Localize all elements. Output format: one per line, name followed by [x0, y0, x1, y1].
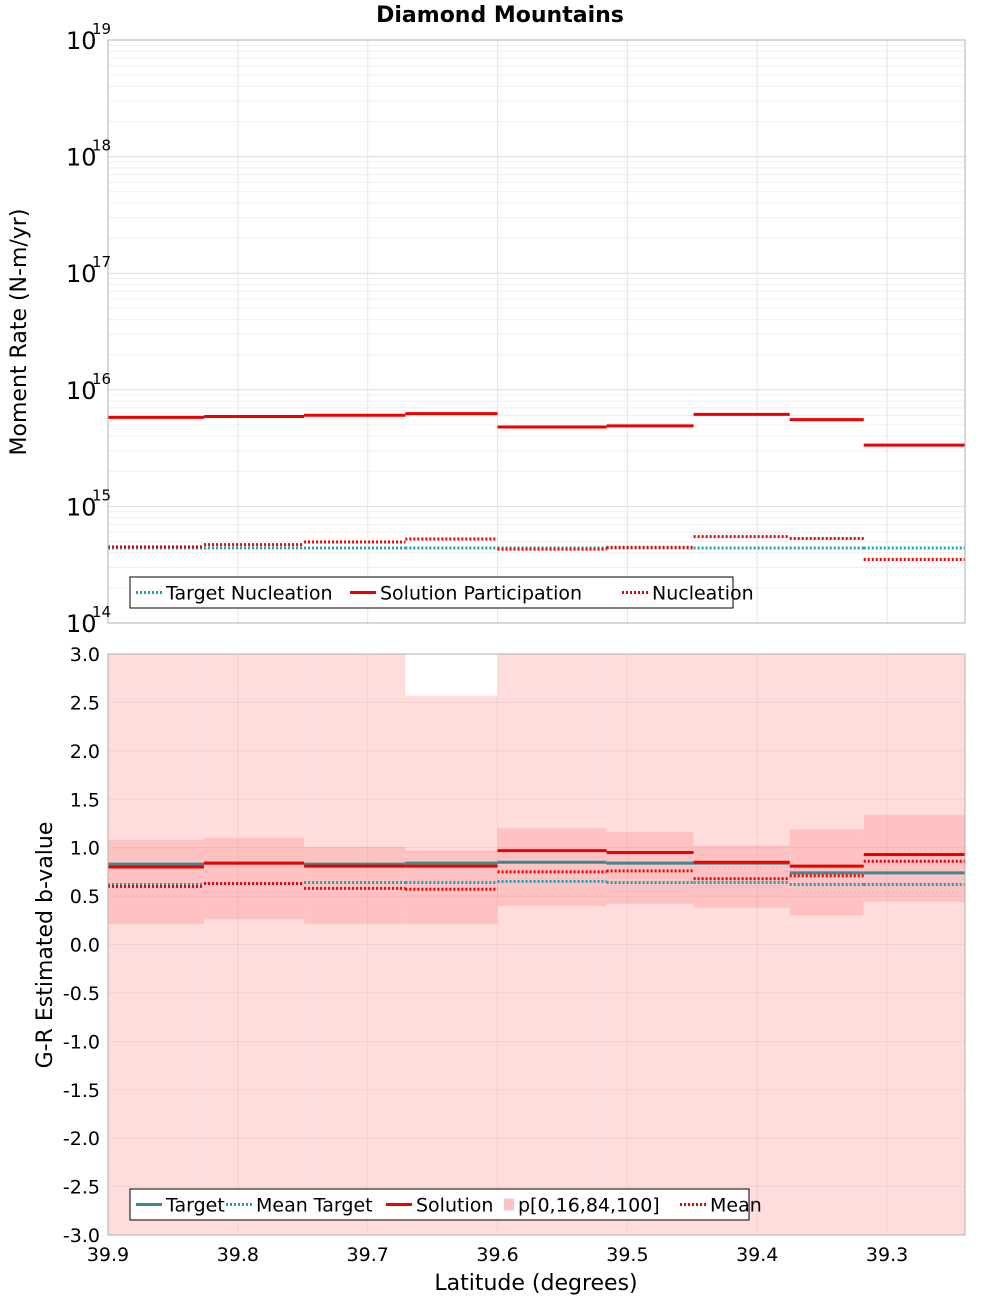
- bottom-y-tick-label: -1.0: [63, 1031, 100, 1053]
- legend-swatch-band: [504, 1198, 514, 1211]
- bottom-y-tick-label: 3.0: [70, 644, 100, 666]
- band-p0-p100: [693, 654, 790, 1235]
- bottom-plot-frame: [107, 653, 966, 1236]
- top-y-tick-base: 10: [66, 377, 97, 405]
- top-y-tick-exponent: 17: [92, 253, 111, 271]
- top-series: [108, 412, 965, 562]
- band-p0-p100: [108, 654, 205, 1235]
- bottom-y-tick-label: -1.5: [63, 1080, 100, 1102]
- band-p0-p100: [789, 654, 864, 1235]
- band-p16-p84: [606, 832, 694, 904]
- bottom-y-tick-label: 2.5: [70, 692, 100, 714]
- band-p0-p100: [204, 654, 305, 1235]
- legend-label: Solution Participation: [380, 583, 582, 605]
- legend-box: [129, 576, 734, 609]
- x-tick-label: 39.8: [217, 1244, 259, 1266]
- bottom-series: [108, 849, 965, 891]
- band-p16-p84: [204, 837, 305, 920]
- x-tick-label: 39.3: [866, 1244, 908, 1266]
- bottom-y-tick-label: -2.0: [63, 1128, 100, 1150]
- bottom-y-tick-label: -0.5: [63, 983, 100, 1005]
- x-axis-label: Latitude (degrees): [434, 1271, 637, 1296]
- bottom-y-tick-label: 0.5: [70, 886, 100, 908]
- x-tick-label: 39.9: [87, 1244, 129, 1266]
- panel-b-value: 3.0 2.5 2.0 1.5 1.0 0.5 0.0 -0.5 -1.0 -1.5 -2.0 -2.…: [33, 644, 966, 1296]
- band-p0-p100: [405, 695, 498, 1235]
- band-p0-p100: [304, 654, 406, 1235]
- top-y-axis-label: Moment Rate (N-m/yr): [7, 209, 32, 456]
- top-y-tick-exponent: 14: [92, 603, 111, 621]
- top-y-tick-base: 10: [66, 27, 97, 55]
- bottom-percentile-bands: [108, 654, 965, 1235]
- x-tick-label: 39.7: [347, 1244, 389, 1266]
- band-p16-p84: [304, 846, 406, 925]
- legend-label: Mean Target: [256, 1195, 373, 1217]
- top-plot-frame: [107, 39, 966, 624]
- bottom-y-tick-label: -2.5: [63, 1177, 100, 1199]
- band-p16-p84: [497, 828, 607, 906]
- band-p0-p100: [863, 654, 965, 1235]
- top-legend: Target Nucleation Solution Participation N…: [129, 576, 754, 609]
- top-y-tick-exponent: 15: [92, 486, 111, 504]
- top-y-tick-base: 10: [66, 493, 97, 521]
- bottom-y-tick-label: -3.0: [63, 1225, 100, 1247]
- legend-box: [129, 1188, 750, 1221]
- top-grid: [107, 40, 965, 624]
- band-p16-p84: [405, 850, 498, 925]
- top-y-tick-base: 10: [66, 610, 97, 638]
- legend-label: Mean: [710, 1195, 762, 1217]
- band-p16-p84: [693, 845, 790, 908]
- x-tick-label: 39.6: [476, 1244, 518, 1266]
- legend-label: Solution: [416, 1195, 493, 1217]
- bottom-x-ticks: 39.9 39.8 39.7 39.6 39.5 39.4 39.3: [87, 1244, 908, 1266]
- x-tick-label: 39.5: [606, 1244, 648, 1266]
- bottom-y-axis-label: G-R Estimated b-value: [33, 822, 58, 1069]
- bottom-y-ticks: 3.0 2.5 2.0 1.5 1.0 0.5 0.0 -0.5 -1.0 -1.5 -2.0 -2.…: [63, 644, 100, 1247]
- bottom-y-tick-label: 1.5: [70, 789, 100, 811]
- legend-label: Target Nucleation: [165, 583, 333, 605]
- top-y-tick-exponent: 19: [92, 20, 111, 38]
- top-y-tick-base: 10: [66, 260, 97, 288]
- legend-label: Target: [165, 1195, 225, 1217]
- legend-label: Nucleation: [652, 583, 754, 605]
- legend-label: p[0,16,84,100]: [518, 1195, 660, 1217]
- band-p0-p100: [606, 654, 694, 1235]
- x-tick-label: 39.4: [736, 1244, 778, 1266]
- top-y-tick-base: 10: [66, 144, 97, 172]
- bottom-y-tick-label: 1.0: [70, 838, 100, 860]
- bottom-y-tick-label: 2.0: [70, 741, 100, 763]
- bottom-legend: Target Mean Target Solution p[0,16,84,100] M…: [129, 1188, 762, 1221]
- band-p16-p84: [108, 839, 205, 925]
- band-p0-p100: [497, 654, 607, 1235]
- top-y-tick-exponent: 16: [92, 370, 111, 388]
- top-y-tick-exponent: 18: [92, 137, 111, 155]
- band-p16-p84: [863, 814, 965, 902]
- bottom-y-tick-label: 0.0: [70, 935, 100, 957]
- chart-title: Diamond Mountains: [376, 3, 624, 28]
